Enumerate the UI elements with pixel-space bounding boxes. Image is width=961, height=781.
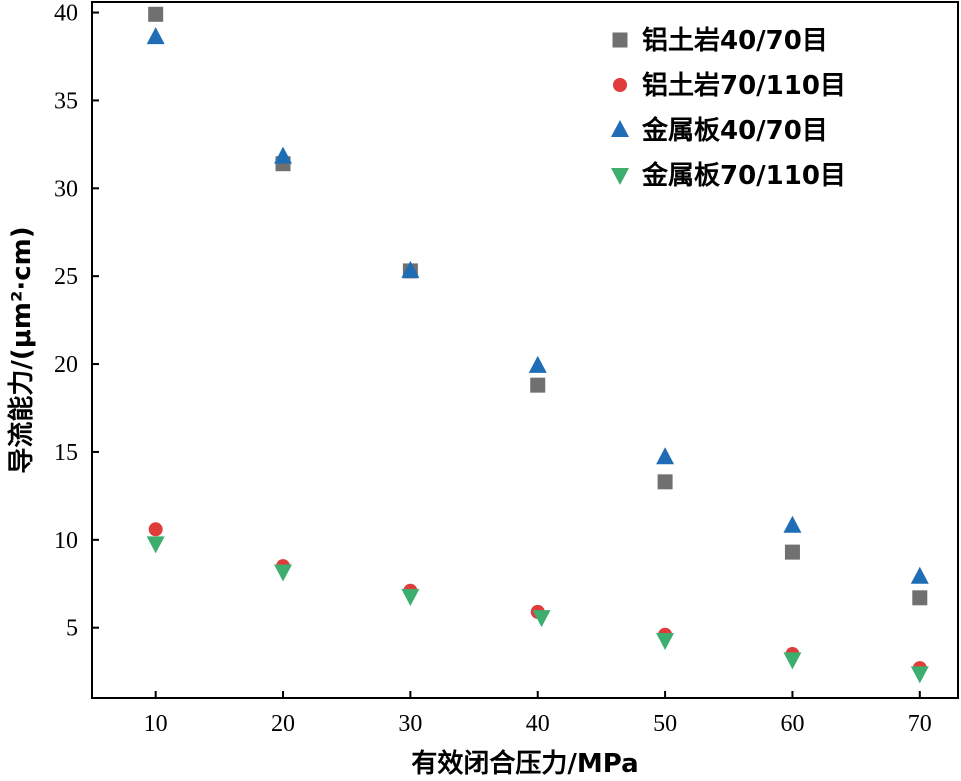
data-point-series-2 <box>401 260 420 278</box>
legend-label-0: 铝土岩40/70目 <box>642 26 828 56</box>
data-point-series-2 <box>656 447 675 465</box>
x-tick-label: 50 <box>653 711 677 737</box>
data-point-series-3 <box>401 589 420 607</box>
data-point-series-2 <box>274 146 293 164</box>
data-point-series-3 <box>656 633 675 650</box>
legend-label-2: 金属板40/70目 <box>641 115 828 146</box>
data-point-series-3 <box>146 536 165 554</box>
y-axis-title: 导流能力/(μm²·cm) <box>6 226 37 473</box>
data-point-series-2 <box>528 355 547 373</box>
data-markers <box>146 6 929 684</box>
y-tick-label: 10 <box>54 528 78 554</box>
data-point-series-3 <box>910 666 929 684</box>
x-axis-ticks: 10 20 30 40 50 60 70 <box>144 691 932 737</box>
x-tick-label: 60 <box>780 711 804 737</box>
legend-marker-0 <box>612 32 628 48</box>
data-point-series-3 <box>274 564 293 582</box>
legend-marker-1 <box>613 78 627 92</box>
x-axis-title: 有效闭合压力/MPa <box>411 748 638 779</box>
data-point-series-3 <box>783 652 802 670</box>
y-tick-label: 25 <box>54 264 78 290</box>
y-tick-label: 30 <box>54 176 78 202</box>
y-axis-ticks: 5 10 15 20 25 30 35 40 <box>54 1 99 642</box>
data-point-series-0 <box>657 474 673 490</box>
data-point-series-0 <box>784 544 800 560</box>
x-tick-label: 70 <box>908 711 932 737</box>
plot-frame <box>91 1 959 699</box>
legend-marker-2 <box>611 120 629 137</box>
data-point-series-1 <box>148 522 163 537</box>
x-tick-label: 40 <box>526 711 550 737</box>
y-tick-label: 35 <box>54 88 78 114</box>
y-tick-label: 20 <box>54 352 78 378</box>
y-tick-label: 5 <box>66 616 78 642</box>
data-point-series-3 <box>532 610 551 628</box>
data-point-series-2 <box>783 515 802 533</box>
y-tick-label: 40 <box>54 1 78 27</box>
legend-marker-3 <box>611 168 629 185</box>
x-tick-label: 10 <box>144 711 168 737</box>
x-tick-label: 30 <box>398 711 422 737</box>
x-tick-label: 20 <box>271 711 295 737</box>
data-point-series-0 <box>530 377 546 393</box>
data-point-series-0 <box>912 590 928 606</box>
data-point-series-2 <box>146 27 165 45</box>
y-tick-label: 15 <box>54 440 78 466</box>
data-point-series-2 <box>910 566 929 584</box>
legend-label-3: 金属板70/110目 <box>641 160 846 191</box>
data-point-series-0 <box>148 6 164 22</box>
legend-label-1: 铝土岩70/110目 <box>642 71 846 101</box>
